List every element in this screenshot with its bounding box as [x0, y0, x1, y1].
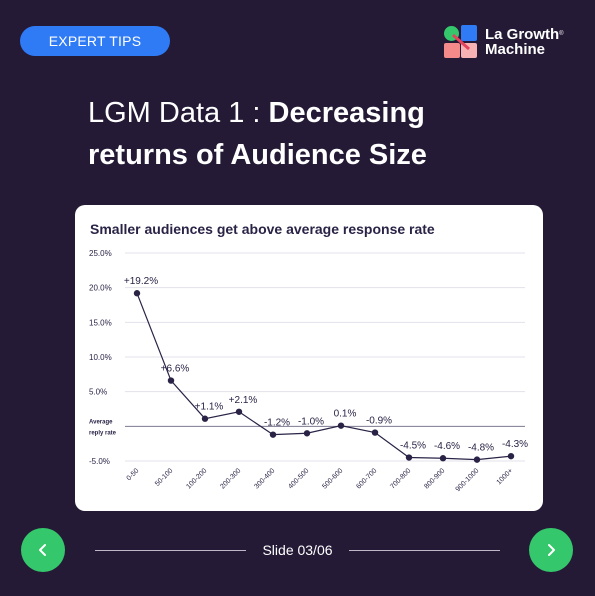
data-label: +6.6% — [161, 364, 190, 375]
data-point — [303, 430, 311, 437]
registered-mark: ® — [559, 31, 564, 37]
x-tick-label: 900-1000 — [455, 467, 481, 493]
data-point — [405, 454, 413, 461]
data-point — [337, 422, 345, 429]
headline-bold-1: Decreasing — [268, 97, 425, 129]
chevron-left-icon — [39, 544, 46, 556]
data-label: -4.5% — [400, 441, 426, 452]
y-tick-label: 10.0% — [89, 353, 112, 362]
expert-tips-badge: EXPERT TIPS — [20, 26, 170, 56]
data-point — [371, 429, 379, 436]
data-label: +19.2% — [124, 276, 158, 287]
previous-slide-button[interactable] — [21, 528, 65, 572]
data-point — [201, 415, 209, 422]
y-tick-label: 15.0% — [89, 318, 112, 327]
x-tick-label: 400-500 — [287, 467, 310, 490]
y-tick-label: 25.0% — [89, 249, 112, 258]
footer-divider-left — [95, 550, 246, 551]
data-label: -4.8% — [468, 443, 494, 454]
y-tick-label: -5.0% — [89, 457, 110, 466]
reference-label-line2: reply rate — [89, 430, 117, 436]
headline-bold-2: returns of Audience Size — [88, 139, 427, 171]
next-slide-button[interactable] — [529, 528, 573, 572]
x-tick-label: 100-200 — [185, 467, 208, 490]
data-label: +1.1% — [195, 402, 224, 413]
data-label: 0.1% — [334, 409, 357, 420]
brand-name: La Growth® Machine — [485, 27, 585, 57]
brand-name-line1: La Growth — [485, 26, 560, 43]
data-point — [235, 408, 243, 415]
chevron-right-icon — [548, 544, 555, 556]
x-tick-label: 700-800 — [389, 467, 412, 490]
x-tick-label: 200-300 — [219, 467, 242, 490]
data-label: -1.0% — [298, 416, 324, 427]
data-point — [473, 456, 481, 463]
reference-label-line1: Average — [89, 419, 113, 425]
brand-logo-group: La Growth® Machine — [444, 25, 585, 59]
data-point — [507, 452, 515, 460]
chart-card: Smaller audiences get above average resp… — [75, 205, 543, 511]
slide-counter: Slide 03/06 — [262, 542, 333, 558]
x-tick-label: 300-400 — [253, 467, 276, 490]
x-tick-label: 0-50 — [126, 467, 141, 482]
data-label: -1.2% — [264, 418, 290, 429]
x-tick-label: 500-600 — [321, 467, 344, 490]
footer-divider-right — [349, 550, 500, 551]
page-headline: LGM Data 1 : Decreasing returns of Audie… — [88, 92, 548, 176]
x-tick-label: 1000+ — [496, 467, 515, 486]
x-tick-label: 800-900 — [423, 467, 446, 490]
x-tick-label: 600-700 — [355, 467, 378, 490]
y-tick-label: 5.0% — [89, 388, 107, 397]
data-label: +2.1% — [229, 395, 258, 406]
x-tick-label: 50-100 — [154, 467, 174, 487]
data-label: -0.9% — [366, 416, 392, 427]
data-label: -4.6% — [434, 441, 460, 452]
data-label: -4.3% — [502, 439, 528, 450]
data-point — [167, 377, 175, 384]
data-point — [133, 290, 141, 297]
series-line — [136, 292, 512, 461]
headline-light: LGM Data 1 : — [88, 97, 269, 129]
data-point — [439, 455, 447, 462]
y-tick-label: 20.0% — [89, 284, 112, 293]
data-point — [269, 431, 277, 438]
line-chart: 25.0% 20.0% 15.0% 10.0% 5.0% -5.0% Average repl… — [89, 249, 528, 493]
brand-name-line2: Machine — [485, 41, 546, 58]
la-growth-machine-logo-icon — [444, 25, 477, 58]
chart-title: Smaller audiences get above average resp… — [90, 221, 435, 237]
